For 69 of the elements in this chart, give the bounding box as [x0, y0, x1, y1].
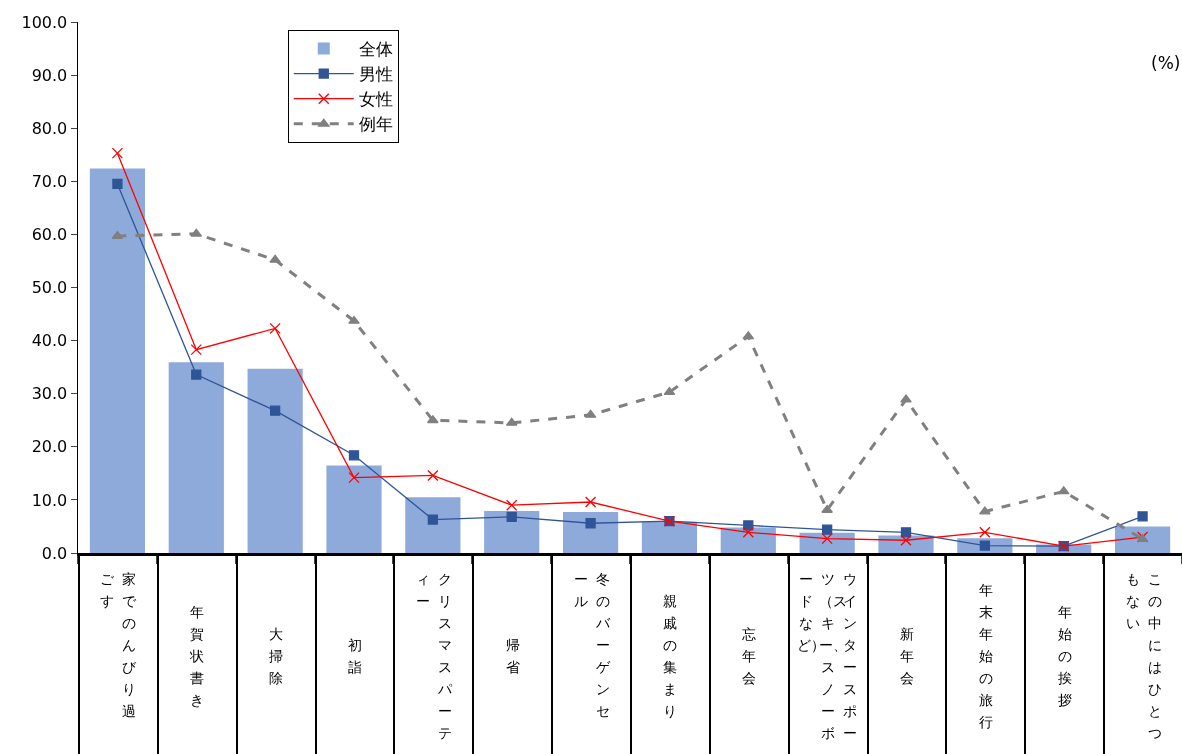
point [427, 514, 439, 525]
y-tick-label: 50.0 [31, 278, 68, 298]
y-tick-label: 60.0 [31, 225, 68, 244]
point [900, 527, 912, 538]
x-tick-label: 忘年会 [741, 624, 758, 688]
point [348, 315, 360, 324]
x-tick-label: 年末年始の旅行 [977, 580, 994, 732]
point [348, 471, 360, 484]
x-tick-label: 年賀状書き [189, 602, 206, 710]
bar [641, 521, 698, 553]
y-tick-label: 80.0 [31, 118, 68, 138]
y-tick-label: 10.0 [31, 490, 68, 510]
category-label: 冬のバーゲンセール [573, 570, 610, 719]
point [900, 394, 912, 403]
x-tick-label: 初詣 [347, 635, 363, 677]
point [269, 254, 281, 263]
bar [562, 512, 619, 553]
point [427, 469, 439, 482]
point [191, 369, 202, 380]
bar [484, 511, 540, 553]
point [111, 147, 124, 159]
point [585, 518, 596, 529]
point [584, 496, 597, 508]
y-tick-label: 40.0 [31, 331, 68, 351]
legend-label: 男性 [358, 64, 393, 85]
category-label: クリスマスパーティー [415, 570, 452, 741]
bar [247, 368, 303, 553]
point [506, 499, 518, 511]
bar [89, 168, 146, 553]
bar [1114, 526, 1171, 553]
point [269, 322, 281, 335]
y-tick-label: 30.0 [31, 384, 68, 404]
point [663, 386, 676, 396]
category-label: 家でのんびり過ごす [100, 570, 137, 719]
legend-label: 女性 [358, 89, 393, 110]
point [1137, 511, 1148, 522]
y-tick-label: 20.0 [31, 437, 68, 457]
point [427, 415, 439, 424]
annotation: (%) [1151, 53, 1181, 73]
point [979, 506, 991, 515]
point [900, 534, 912, 546]
point [348, 450, 360, 461]
point [112, 178, 123, 190]
point [506, 511, 517, 523]
x-tick-label: 大掃除 [268, 624, 285, 688]
point [979, 526, 991, 538]
y-tick-label: 70.0 [31, 171, 68, 191]
point [269, 405, 281, 416]
point [821, 533, 833, 545]
point [821, 504, 833, 513]
bar [168, 362, 224, 553]
x-tick-label: 帰省 [504, 635, 521, 677]
y-tick-label: 90.0 [31, 65, 68, 85]
category-label: この中にはひとつもない [1125, 570, 1162, 741]
bar [720, 527, 776, 553]
x-tick-label: 親戚の集まり [662, 591, 679, 721]
bar [326, 465, 382, 553]
point [742, 526, 754, 538]
x-tick-label: 年始の挨拶 [1056, 602, 1073, 710]
y-tick-label: 0.0 [41, 543, 68, 563]
point [190, 343, 202, 356]
point [979, 540, 991, 551]
x-tick-label: 新年会 [899, 624, 915, 688]
y-tick-label: 100.0 [21, 12, 68, 32]
bar [405, 497, 461, 553]
point [821, 524, 833, 535]
legend-label: 全体 [358, 39, 393, 60]
point [743, 520, 754, 531]
legend-label: 例年 [358, 114, 393, 135]
